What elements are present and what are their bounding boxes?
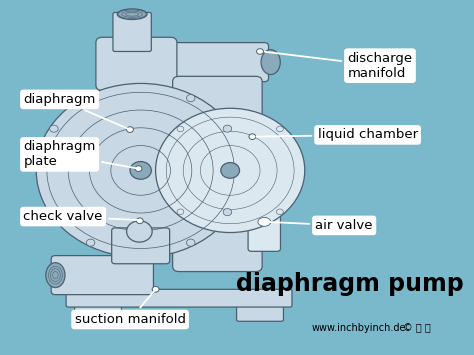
Circle shape bbox=[86, 239, 95, 246]
Circle shape bbox=[221, 163, 239, 178]
Text: © ⓘ ⓢ: © ⓘ ⓢ bbox=[403, 323, 430, 333]
FancyBboxPatch shape bbox=[173, 76, 262, 272]
Text: discharge
manifold: discharge manifold bbox=[265, 52, 412, 80]
Circle shape bbox=[223, 209, 232, 216]
Text: suction manifold: suction manifold bbox=[74, 291, 186, 326]
Circle shape bbox=[137, 218, 143, 224]
Circle shape bbox=[276, 209, 283, 215]
Circle shape bbox=[155, 108, 305, 233]
FancyBboxPatch shape bbox=[158, 43, 269, 82]
Circle shape bbox=[130, 162, 151, 179]
FancyBboxPatch shape bbox=[51, 256, 154, 295]
Text: www.inchbyinch.de: www.inchbyinch.de bbox=[311, 323, 406, 333]
Ellipse shape bbox=[46, 263, 65, 288]
Text: air valve: air valve bbox=[269, 219, 373, 232]
Circle shape bbox=[223, 125, 232, 132]
Text: diaphragm
plate: diaphragm plate bbox=[23, 141, 136, 168]
Circle shape bbox=[127, 221, 152, 242]
Text: diaphragm: diaphragm bbox=[23, 93, 128, 129]
Circle shape bbox=[276, 126, 283, 132]
Ellipse shape bbox=[117, 9, 147, 20]
FancyBboxPatch shape bbox=[248, 182, 281, 251]
Ellipse shape bbox=[258, 217, 271, 226]
FancyBboxPatch shape bbox=[66, 289, 292, 307]
Circle shape bbox=[36, 83, 245, 257]
Circle shape bbox=[177, 209, 184, 215]
Circle shape bbox=[186, 94, 195, 102]
Circle shape bbox=[50, 125, 58, 132]
Circle shape bbox=[186, 239, 195, 246]
FancyBboxPatch shape bbox=[96, 37, 177, 91]
FancyBboxPatch shape bbox=[237, 304, 283, 321]
Text: diaphragm pump: diaphragm pump bbox=[236, 272, 464, 296]
Circle shape bbox=[249, 134, 256, 140]
FancyBboxPatch shape bbox=[113, 12, 151, 51]
Circle shape bbox=[152, 286, 159, 292]
Circle shape bbox=[50, 208, 58, 216]
Circle shape bbox=[86, 94, 95, 102]
Text: check valve: check valve bbox=[23, 210, 138, 223]
Circle shape bbox=[135, 166, 142, 171]
Ellipse shape bbox=[261, 50, 280, 75]
Circle shape bbox=[177, 126, 184, 132]
Text: liquid chamber: liquid chamber bbox=[256, 129, 418, 141]
FancyBboxPatch shape bbox=[112, 228, 170, 264]
Circle shape bbox=[256, 49, 264, 54]
Circle shape bbox=[127, 127, 133, 132]
FancyBboxPatch shape bbox=[74, 304, 121, 321]
